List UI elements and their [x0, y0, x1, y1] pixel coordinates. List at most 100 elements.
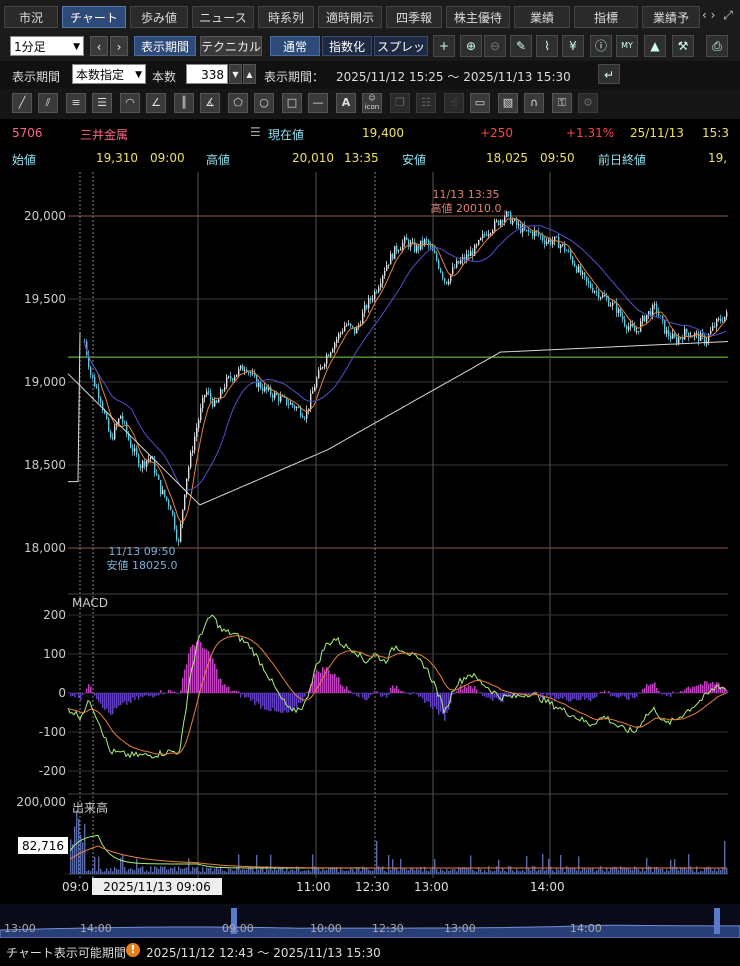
tab-indicators[interactable]: 指標 — [574, 6, 638, 28]
volume-bar — [444, 871, 446, 874]
navigator-left-handle[interactable] — [231, 908, 237, 934]
list-icon[interactable]: ☷ — [416, 93, 436, 113]
tab-disclosure[interactable]: 適時開示 — [318, 6, 382, 28]
technical-button[interactable]: テクニカル — [200, 36, 262, 56]
display-period-button[interactable]: 表示期間 — [134, 36, 196, 56]
volume-bar — [674, 859, 676, 874]
wrench-icon[interactable]: ⚒ — [672, 35, 694, 57]
pre-session-line — [68, 332, 81, 483]
vertical-lines-icon[interactable]: ║ — [174, 93, 194, 113]
settings-gear-icon[interactable]: ⚙ — [578, 93, 598, 113]
zoom-in-icon[interactable]: ⊕ — [460, 35, 482, 57]
circle-icon[interactable]: ○ — [254, 93, 274, 113]
volume-bar — [612, 867, 614, 874]
chevron-left-icon: ‹ — [96, 40, 102, 54]
candle-body — [288, 404, 290, 406]
tab-timeseries[interactable]: 時系列 — [258, 6, 314, 28]
tab-shikiho[interactable]: 四季報 — [386, 6, 442, 28]
retracement-icon[interactable]: ☰ — [92, 93, 112, 113]
rectangle-icon[interactable]: □ — [282, 93, 302, 113]
angle-icon[interactable]: ∡ — [200, 93, 220, 113]
candle-body — [212, 399, 214, 407]
tab-market[interactable]: 市況 — [4, 6, 58, 28]
zoom-out-icon[interactable]: ⊖ — [484, 35, 506, 57]
reset-icon[interactable]: ↵ — [598, 64, 620, 84]
volume-bar — [212, 871, 214, 874]
arc-icon[interactable]: ◠ — [120, 93, 140, 113]
chevron-left-icon[interactable]: ‹ — [702, 8, 707, 22]
horizontal-line-icon[interactable]: — — [308, 93, 328, 113]
candle-chart-icon[interactable]: ⌇ — [536, 35, 558, 57]
index-mode-button[interactable]: 指数化 — [322, 36, 372, 56]
my-chart-icon[interactable]: MY — [616, 35, 638, 57]
candle-body — [654, 304, 656, 306]
macd-histogram-bar — [96, 693, 98, 700]
count-increment-icon[interactable]: ▲ — [243, 64, 256, 84]
eraser-icon[interactable]: ▭ — [470, 93, 490, 113]
volume-bar — [682, 868, 684, 874]
period-mode-select[interactable]: 本数指定 ▼ — [72, 64, 146, 84]
navigator-right-handle[interactable] — [714, 908, 720, 934]
info-icon[interactable]: ⓘ — [590, 35, 612, 57]
cursor-icon[interactable]: ☝ — [444, 93, 464, 113]
pencil-icon[interactable]: ✎ — [510, 35, 532, 57]
count-decrement-icon[interactable]: ▼ — [229, 64, 242, 84]
tab-forecast[interactable]: 業績予 — [642, 6, 700, 28]
interval-select[interactable]: 1分足 ▼ — [10, 36, 84, 56]
tab-chart[interactable]: チャート — [62, 6, 126, 28]
spread-mode-button[interactable]: スプレッド — [374, 36, 428, 74]
lock-icon[interactable]: ⚿ — [552, 93, 572, 113]
expand-icon[interactable]: ⤢ — [723, 8, 733, 22]
volume-bar — [336, 866, 338, 874]
pentagon-icon[interactable]: ⬠ — [228, 93, 248, 113]
stamp-icon[interactable]: ☺ icon — [362, 93, 382, 113]
macd-histogram-bar — [360, 693, 362, 694]
volume-bar — [462, 867, 464, 874]
yen-icon[interactable]: ¥ — [562, 35, 584, 57]
tab-news[interactable]: ニュース — [192, 6, 254, 28]
area-chart-icon[interactable]: ▲ — [644, 35, 666, 57]
volume-bar — [468, 867, 470, 874]
next-button[interactable]: › — [110, 36, 128, 56]
volume-bar — [652, 871, 654, 874]
candle-body — [550, 239, 552, 245]
tab-earnings[interactable]: 業績 — [514, 6, 570, 28]
eraser-all-icon[interactable]: ▧ — [498, 93, 518, 113]
volume-bar — [116, 869, 118, 874]
candle-body — [318, 370, 320, 379]
tab-yutai[interactable]: 株主優待 — [446, 6, 510, 28]
candle-body — [500, 220, 502, 226]
volume-bar — [686, 869, 688, 874]
print-icon[interactable]: ⎙ — [706, 35, 728, 57]
text-tool-icon[interactable]: A — [336, 93, 356, 113]
macd-histogram-bar — [158, 693, 160, 696]
parallel-line-icon[interactable]: ⫽ — [38, 93, 58, 113]
candle-body — [528, 230, 530, 232]
copy-icon[interactable]: ❐ — [390, 93, 410, 113]
count-input[interactable]: 338 — [186, 64, 228, 84]
document-icon[interactable]: ☰ — [250, 125, 261, 139]
chevron-right-icon[interactable]: › — [710, 8, 716, 22]
candle-body — [598, 291, 600, 299]
candle-body — [186, 478, 188, 495]
macd-histogram-bar — [430, 693, 432, 708]
candle-body — [92, 374, 94, 378]
macd-histogram-bar — [560, 693, 562, 698]
volume-bar — [132, 869, 134, 874]
trendline-icon[interactable]: ╱ — [12, 93, 32, 113]
volume-bar — [344, 871, 346, 874]
macd-histogram-bar — [706, 681, 708, 693]
magnet-icon[interactable]: ∩ — [524, 93, 544, 113]
volume-bar — [296, 866, 298, 874]
price-chart[interactable]: 20,000 19,500 19,000 18,500 18,000 11/13 13:3… — [0, 172, 740, 900]
fan-icon[interactable]: ∠ — [146, 93, 166, 113]
normal-mode-button[interactable]: 通常 — [270, 36, 320, 56]
crosshair-icon[interactable]: + — [433, 35, 455, 57]
prev-button[interactable]: ‹ — [90, 36, 108, 56]
tab-ticks[interactable]: 歩み値 — [130, 6, 188, 28]
warning-icon[interactable]: ! — [126, 943, 140, 957]
macd-histogram-bar — [116, 693, 118, 709]
horizontal-lines-icon[interactable]: ≡ — [66, 93, 86, 113]
candle-body — [140, 465, 142, 468]
range-navigator[interactable]: 13:00 14:00 09:00 10:00 12:30 13:00 14:00 — [0, 904, 740, 938]
